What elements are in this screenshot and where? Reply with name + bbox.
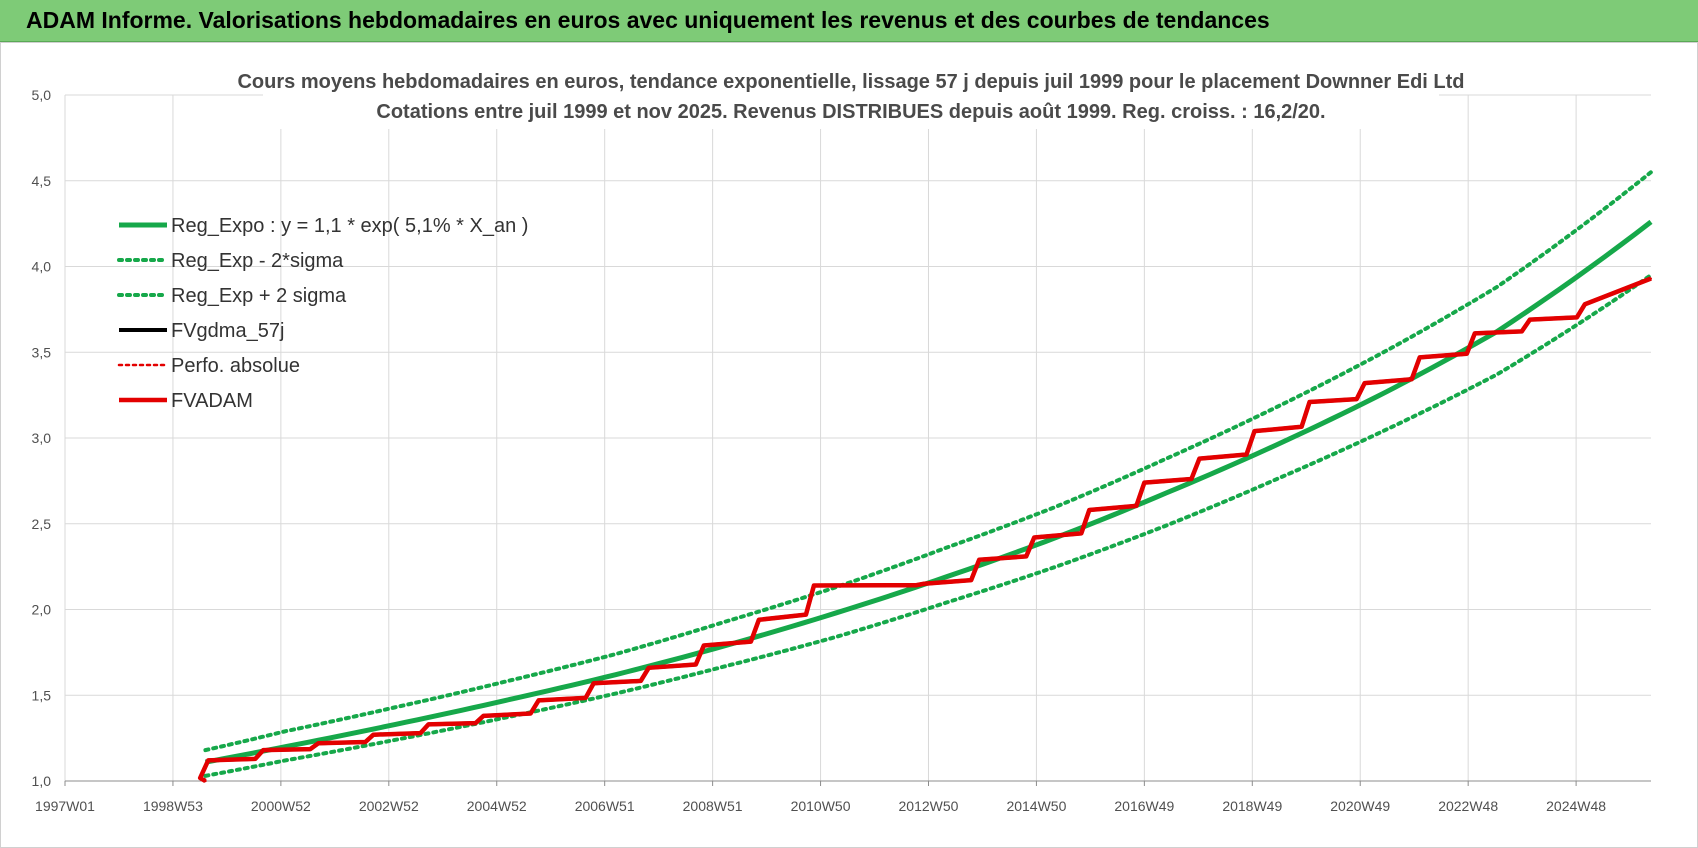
y-tick-label: 4,0 (32, 259, 52, 275)
x-tick-label: 1997W01 (35, 798, 95, 814)
series-line (204, 219, 1653, 765)
legend-entry: Reg_Exp - 2*sigma (171, 250, 344, 272)
x-tick-label: 2018W49 (1222, 798, 1282, 814)
y-tick-label: 4,5 (32, 173, 52, 189)
x-tick-label: 2010W50 (791, 798, 851, 814)
x-tick-label: 2008W51 (683, 798, 743, 814)
chart-subtitle: Cotations entre juil 1999 et nov 2025. R… (376, 101, 1325, 123)
legend-entry: FVgdma_57j (171, 320, 284, 342)
y-tick-label: 5,0 (32, 87, 52, 103)
report-header: ADAM Informe. Valorisations hebdomadaire… (0, 0, 1698, 42)
report-title: ADAM Informe. Valorisations hebdomadaire… (26, 7, 1270, 33)
chart-area: 1,0 1,5 2,0 2,5 3,0 3,5 4,0 4,5 5,0 1997W01 1998W5… (0, 42, 1698, 848)
x-tick-label: 2006W51 (575, 798, 635, 814)
x-tick-label: 2004W52 (467, 798, 527, 814)
legend-entry: FVADAM (171, 390, 253, 412)
legend-entry: Reg_Exp + 2 sigma (171, 285, 347, 307)
legend-entry: Perfo. absolue (171, 355, 300, 377)
chart-grid (64, 94, 1651, 782)
series-line (197, 276, 1652, 783)
series-line (198, 277, 1653, 783)
y-tick-label: 1,0 (32, 773, 52, 789)
x-tick-label: 2024W48 (1546, 798, 1606, 814)
x-tick-label: 2014W50 (1006, 798, 1066, 814)
chart-legend: Reg_Expo : y = 1,1 * exp( 5,1% * X_an ) R… (117, 215, 528, 412)
chart-series (197, 170, 1653, 783)
x-tick-label: 2012W50 (899, 798, 959, 814)
x-tick-label: 2016W49 (1114, 798, 1174, 814)
chart-title: Cours moyens hebdomadaires en euros, ten… (237, 71, 1464, 93)
x-tick-label: 1998W53 (143, 798, 203, 814)
y-tick-label: 3,5 (32, 344, 52, 360)
x-tick-label: 2020W49 (1330, 798, 1390, 814)
legend-entry: Reg_Expo : y = 1,1 * exp( 5,1% * X_an ) (171, 215, 528, 237)
y-tick-label: 1,5 (32, 687, 52, 703)
x-tick-label: 2000W52 (251, 798, 311, 814)
y-tick-label: 2,5 (32, 516, 52, 532)
x-tick-label: 2022W48 (1438, 798, 1498, 814)
title-backdrop (263, 63, 1439, 129)
chart-axes: 1,0 1,5 2,0 2,5 3,0 3,5 4,0 4,5 5,0 1997W01 1998W5… (32, 87, 1651, 814)
series-line (198, 276, 1652, 783)
series-line (203, 273, 1653, 778)
chart-title-block: Cours moyens hebdomadaires en euros, ten… (237, 63, 1465, 129)
series-line (203, 170, 1653, 753)
y-tick-label: 2,0 (32, 602, 52, 618)
x-tick-label: 2002W52 (359, 798, 419, 814)
y-tick-label: 3,0 (32, 430, 52, 446)
chart-svg: 1,0 1,5 2,0 2,5 3,0 3,5 4,0 4,5 5,0 1997W01 1998W5… (32, 63, 1653, 814)
